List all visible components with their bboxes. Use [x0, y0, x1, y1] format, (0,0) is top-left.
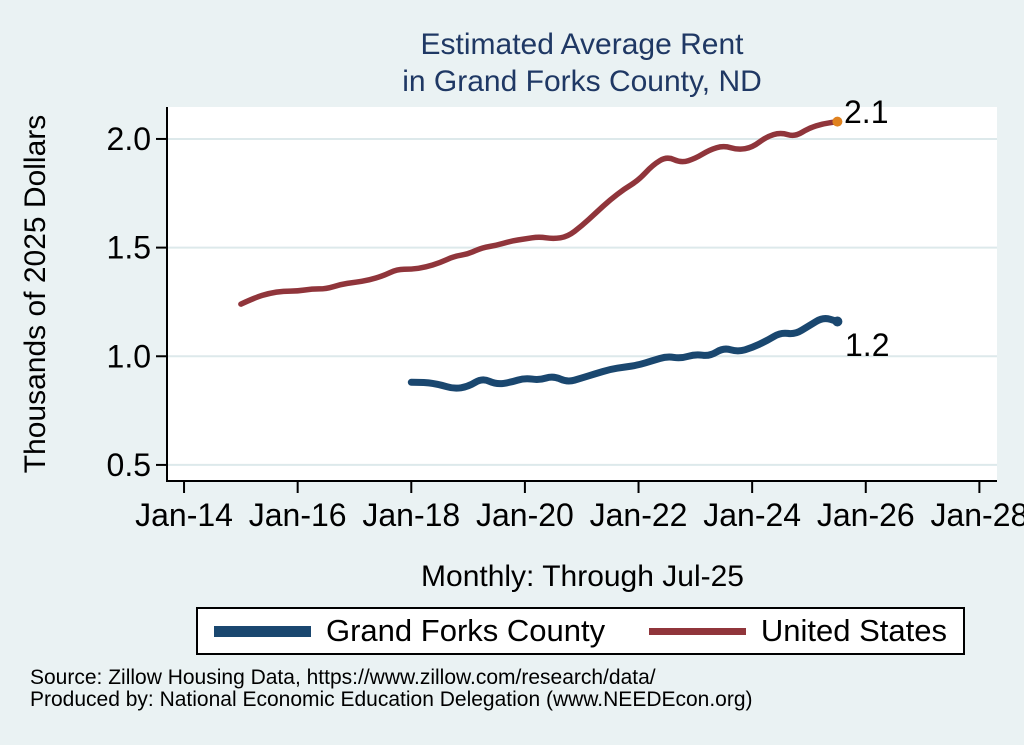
x-tick-label: Jan-26	[817, 497, 915, 533]
x-tick-label: Jan-24	[703, 497, 801, 533]
legend-swatch-grand-forks-county	[214, 625, 311, 637]
legend-item-united-states: United States	[648, 613, 947, 649]
legend-label-grand-forks-county: Grand Forks County	[326, 613, 606, 648]
series-end-marker-united-states	[832, 116, 843, 127]
legend: Grand Forks County United States	[196, 607, 965, 655]
y-tick-label: 1.0	[107, 338, 151, 374]
legend-swatch-united-states	[648, 627, 746, 635]
source-note: Source: Zillow Housing Data, https://www…	[30, 667, 753, 710]
source-line2: Produced by: National Economic Education…	[30, 687, 753, 711]
x-tick-label: Jan-20	[476, 497, 574, 533]
x-tick-label: Jan-18	[362, 497, 460, 533]
series-line-united-states	[238, 118, 841, 307]
chart-title-line1: Estimated Average Rent	[420, 28, 744, 61]
x-tick-label: Jan-16	[249, 497, 347, 533]
legend-item-grand-forks-county: Grand Forks County	[214, 613, 605, 649]
chart-title: Estimated Average Rent in Grand Forks Co…	[167, 26, 997, 100]
y-tick-label: 2.0	[107, 121, 151, 157]
series-line-grand-forks-county	[407, 315, 841, 392]
source-line1: Source: Zillow Housing Data, https://www…	[30, 666, 656, 689]
chart-note: Monthly: Through Jul-25	[421, 560, 744, 593]
end-label-grand-forks-county: 1.2	[845, 327, 890, 363]
x-tick-label: Jan-22	[590, 497, 688, 533]
y-tick-label: 0.5	[107, 447, 151, 483]
legend-label-united-states: United States	[760, 613, 947, 648]
y-tick-label: 1.5	[107, 230, 151, 266]
chart-title-line2: in Grand Forks County, ND	[402, 65, 762, 98]
x-tick-label: Jan-14	[135, 497, 233, 533]
x-tick-label: Jan-28	[930, 497, 1024, 533]
end-label-united-states: 2.1	[844, 94, 889, 130]
plot-area: 2.0 1.5 1.0 0.5 Jan-14 Jan-16 Jan-18 Jan-20 Jan-…	[107, 107, 1024, 533]
series-end-marker-grand-forks-county	[832, 316, 843, 327]
plot-background	[167, 107, 997, 481]
